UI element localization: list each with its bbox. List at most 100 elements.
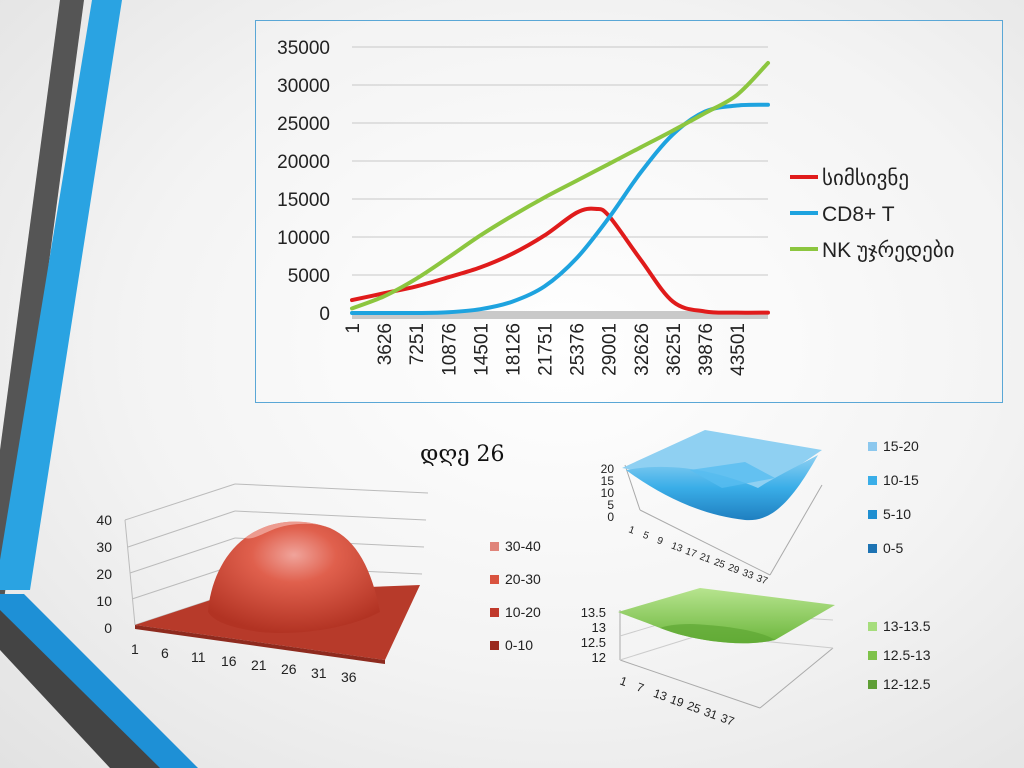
legend-label: 5-10 [883, 506, 912, 522]
legend-item: 5-10 [868, 506, 911, 522]
legend-label: 10-20 [505, 604, 541, 620]
legend-item: 20-30 [490, 571, 541, 587]
red-z-ticks: 40 30 20 10 0 [96, 512, 112, 636]
x-tick-label: 13 [652, 686, 670, 704]
axis-line [619, 659, 761, 709]
green-x-ticks: 1 7 13 19 25 31 37 [618, 674, 736, 729]
legend-label: 13-13.5 [883, 618, 931, 634]
x-tick-label: 31 [702, 705, 720, 723]
z-tick-label: 0 [104, 620, 112, 636]
legend-swatch [868, 621, 877, 631]
legend-label: 10-15 [883, 472, 919, 488]
legend-swatch [868, 650, 877, 660]
z-tick-label: 10 [96, 593, 112, 609]
x-tick-label: 37 [719, 711, 737, 729]
z-tick-label: 20 [96, 566, 112, 582]
z-tick-label: 20 [601, 462, 615, 476]
x-tick-label: 9 [655, 535, 664, 547]
grid-line [124, 483, 236, 521]
axis-line [124, 519, 136, 626]
grid-line [131, 564, 236, 600]
legend-label: 0-5 [883, 540, 904, 556]
axis-line [759, 647, 834, 709]
axis-line [624, 464, 641, 511]
z-tick-label: 30 [96, 539, 112, 555]
legend-swatch [868, 441, 877, 451]
x-tick-label: 31 [311, 665, 327, 681]
y-tick-label: 0 [319, 304, 330, 325]
grid-line [619, 634, 701, 661]
x-tick-label: 1 [627, 524, 636, 536]
x-tick-label: 1 [618, 674, 629, 690]
x-tick-label: 26 [281, 661, 297, 677]
legend-label: 0-10 [505, 637, 534, 653]
x-axis-floor [352, 311, 768, 319]
legend-item: 10-15 [868, 472, 919, 488]
axis-line [639, 509, 771, 576]
axis-line [769, 484, 823, 576]
x-tick-label: 21 [251, 657, 267, 673]
x-tick-label: 1 [131, 641, 139, 657]
y-tick-label: 5000 [288, 266, 330, 287]
x-tick-label: 7 [635, 680, 646, 696]
dark-stripe-bottom [0, 610, 160, 768]
grid-line [234, 483, 429, 494]
legend-label: NK უჯრედები [822, 239, 954, 262]
legend-swatch [490, 640, 499, 650]
x-tick-label: 19 [668, 692, 686, 710]
z-tick-label: 15 [601, 474, 615, 488]
legend-label: სიმსივნე [822, 167, 909, 190]
red-dome-surface [208, 521, 380, 634]
x-tick-label: 32626 [632, 323, 653, 376]
grid-line [234, 510, 427, 521]
z-tick-label: 10 [601, 486, 615, 500]
z-tick-label: 12 [592, 650, 606, 665]
legend-label: CD8+ T [822, 203, 895, 226]
x-tick-label: 6 [161, 645, 169, 661]
y-tick-label: 15000 [277, 190, 330, 211]
x-tick-label: 25 [685, 698, 703, 716]
x-tick-label: 18126 [503, 323, 524, 376]
legend-item: 0-10 [490, 637, 533, 653]
legend-item: 30-40 [490, 538, 541, 554]
surface-chart-title: დღე 26 [420, 442, 505, 467]
x-tick-label: 29001 [600, 323, 621, 376]
y-tick-label: 25000 [277, 114, 330, 135]
z-tick-label: 40 [96, 512, 112, 528]
legend-item: 15-20 [868, 438, 919, 454]
legend-swatch [490, 541, 499, 551]
y-tick-label: 30000 [277, 76, 330, 97]
legend-swatch [868, 543, 877, 553]
blue-x-ticks: 1 5 9 13 17 21 25 29 33 37 [627, 524, 769, 587]
legend-swatch [868, 679, 877, 689]
x-tick-label: 10876 [439, 323, 460, 376]
x-tick-label: 21751 [536, 323, 557, 376]
x-tick-label: 16 [221, 653, 237, 669]
legend-label: 30-40 [505, 538, 541, 554]
x-tick-label: 29 [726, 562, 741, 576]
legend-swatch [490, 607, 499, 617]
legend-label: 15-20 [883, 438, 919, 454]
red-surface-edge [135, 625, 385, 664]
legend-item: 12-12.5 [868, 676, 930, 692]
x-tick-label: 25376 [568, 323, 589, 376]
x-tick-label: 5 [641, 530, 650, 542]
z-tick-label: 13.5 [581, 605, 606, 620]
legend-swatch [868, 509, 877, 519]
x-tick-label: 3626 [375, 323, 396, 365]
legend-item: 10-20 [490, 604, 541, 620]
grid-line [127, 510, 236, 548]
red-x-ticks: 1 6 11 16 21 26 31 36 [131, 641, 357, 685]
x-tick-label: 17 [684, 546, 699, 560]
blue-stripe-top [0, 0, 122, 590]
series-line-0 [350, 206, 770, 315]
x-tick-label: 25 [712, 557, 727, 571]
x-tick-label: 13 [670, 541, 685, 555]
legend-item: 12.5-13 [868, 647, 930, 663]
x-tick-label: 36251 [664, 323, 685, 376]
